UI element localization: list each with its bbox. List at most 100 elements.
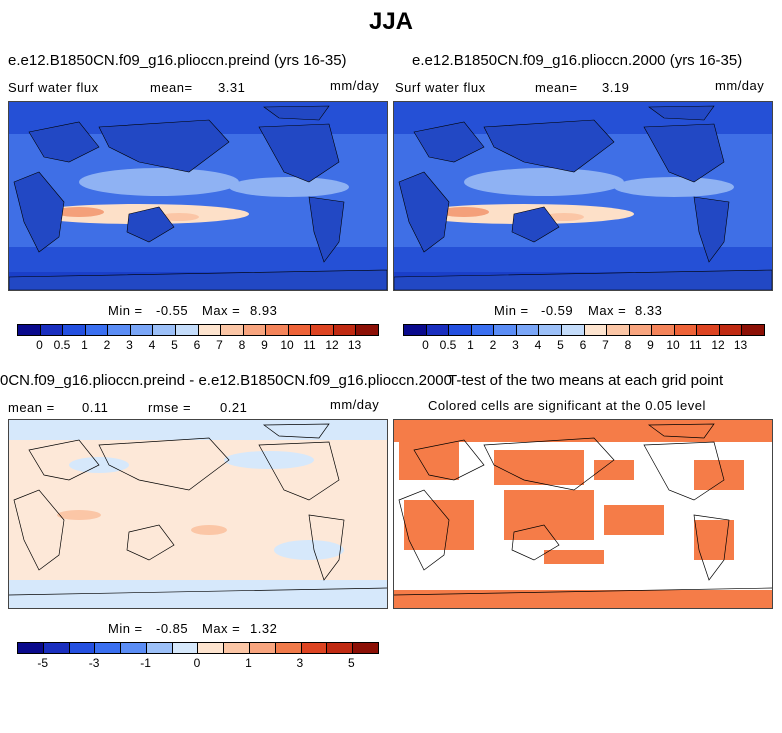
colorbar-swatch [175, 325, 199, 335]
panel2-min-label: Min = [494, 303, 529, 318]
colorbar-swatch [584, 325, 608, 335]
colorbar-tick-label: 9 [647, 338, 654, 352]
colorbar-tick-label: 3 [512, 338, 519, 352]
panel2-mean-value: 3.19 [602, 80, 630, 95]
colorbar-swatch [674, 325, 698, 335]
colorbar-tick-label: 12 [325, 338, 339, 352]
colorbar-tick-label: 2 [103, 338, 111, 352]
colorbar-swatch [742, 325, 764, 335]
panel2-units: mm/day [715, 78, 765, 93]
panel3-rmse-value: 0.21 [220, 400, 248, 415]
colorbar-preind [17, 324, 379, 336]
panel1-min-value: -0.55 [156, 303, 189, 318]
panel3-case-label: 0CN.f09_g16.plioccn.preind - e.e12.B1850… [0, 372, 452, 389]
colorbar-tick-label: 3 [296, 656, 304, 670]
colorbar-swatch [426, 325, 450, 335]
panel3-mean-value: 0.11 [82, 400, 109, 415]
panel1-case-label: e.e12.B1850CN.f09_g16.plioccn.preind (yr… [8, 52, 347, 69]
colorbar-tick-label: 0.5 [53, 338, 71, 352]
colorbar-tick-label: 6 [579, 338, 587, 352]
colorbar-tick-label: 1 [245, 656, 252, 670]
colorbar-tick-label: 8 [238, 338, 246, 352]
colorbar-swatch [327, 643, 354, 653]
colorbar-tick-label: 13 [347, 338, 362, 352]
panel3-min-value: -0.85 [156, 621, 189, 636]
map-preind [8, 101, 388, 291]
panel3-mean-label: mean = [8, 400, 55, 415]
colorbar-swatch [697, 325, 720, 335]
colorbar-swatch [333, 325, 357, 335]
colorbar-tick-label: 11 [303, 338, 316, 352]
colorbar-swatch [85, 325, 109, 335]
colorbar-swatch [629, 325, 653, 335]
colorbar-swatch [95, 643, 122, 653]
colorbar-swatch [494, 325, 517, 335]
colorbar-swatch [18, 643, 44, 653]
colorbar-tick-label: 11 [689, 338, 702, 352]
colorbar-tick-label: 0 [422, 338, 429, 352]
colorbar-tick-label: 0 [36, 338, 43, 352]
colorbar-tick-label: -3 [88, 656, 100, 670]
colorbar-tick-label: 5 [347, 656, 355, 670]
colorbar-swatch [198, 325, 222, 335]
colorbar-swatch [301, 643, 328, 653]
colorbar-swatch [516, 325, 540, 335]
panel2-mean-label: mean= [535, 80, 578, 95]
colorbar-swatch [153, 325, 176, 335]
panel2-variable: Surf water flux [395, 80, 486, 95]
colorbar-tick-label: -5 [37, 656, 49, 670]
panel1-min-label: Min = [108, 303, 143, 318]
figure-title: JJA [368, 8, 414, 35]
colorbar-tick-label: 10 [666, 338, 680, 352]
panel3-max-value: 1.32 [250, 621, 278, 636]
colorbar-swatch [539, 325, 562, 335]
colorbar-tick-label: 7 [216, 338, 223, 352]
panel2-max-label: Max = [588, 303, 627, 318]
colorbar-swatch [130, 325, 154, 335]
colorbar-difference [17, 642, 379, 654]
panel2-max-value: 8.33 [635, 303, 663, 318]
panel1-units: mm/day [330, 78, 380, 93]
colorbar-swatch [69, 643, 96, 653]
colorbar-tick-label: -1 [140, 656, 151, 670]
colorbar-tick-label: 2 [489, 338, 497, 352]
colorbar-swatch [243, 325, 267, 335]
panel3-rmse-label: rmse = [148, 400, 192, 415]
colorbar-swatch [607, 325, 630, 335]
colorbar-tick-label: 7 [602, 338, 609, 352]
colorbar-tick-label: 5 [557, 338, 564, 352]
map-difference [8, 419, 388, 609]
colorbar-tick-label: 10 [280, 338, 294, 352]
colorbar-tick-label: 9 [261, 338, 268, 352]
colorbar-swatch [172, 643, 199, 653]
colorbar-swatch [449, 325, 472, 335]
colorbar-2000 [403, 324, 765, 336]
colorbar-swatch [311, 325, 334, 335]
panel3-units: mm/day [330, 397, 380, 412]
colorbar-swatch [146, 643, 173, 653]
panel4-title: T-test of the two means at each grid poi… [448, 372, 724, 389]
colorbar-swatch [121, 643, 147, 653]
colorbar-swatch [471, 325, 495, 335]
panel1-variable: Surf water flux [8, 80, 99, 95]
colorbar-tick-label: 4 [534, 338, 542, 352]
colorbar-tick-label: 3 [126, 338, 133, 352]
colorbar-swatch [18, 325, 41, 335]
colorbar-tick-label: 5 [171, 338, 178, 352]
colorbar-swatch [719, 325, 743, 335]
colorbar-swatch [198, 643, 225, 653]
panel1-mean-label: mean= [150, 80, 193, 95]
panel2-min-value: -0.59 [541, 303, 574, 318]
colorbar-tick-label: 13 [733, 338, 748, 352]
colorbar-swatch [356, 325, 378, 335]
colorbar-swatch [652, 325, 675, 335]
panel3-min-label: Min = [108, 621, 143, 636]
colorbar-tick-label: 1 [467, 338, 474, 352]
colorbar-tick-label: 0 [193, 656, 201, 670]
colorbar-swatch [63, 325, 86, 335]
colorbar-swatch [40, 325, 64, 335]
panel1-max-label: Max = [202, 303, 241, 318]
panel3-max-label: Max = [202, 621, 241, 636]
panel1-mean-value: 3.31 [218, 80, 246, 95]
colorbar-swatch [221, 325, 244, 335]
